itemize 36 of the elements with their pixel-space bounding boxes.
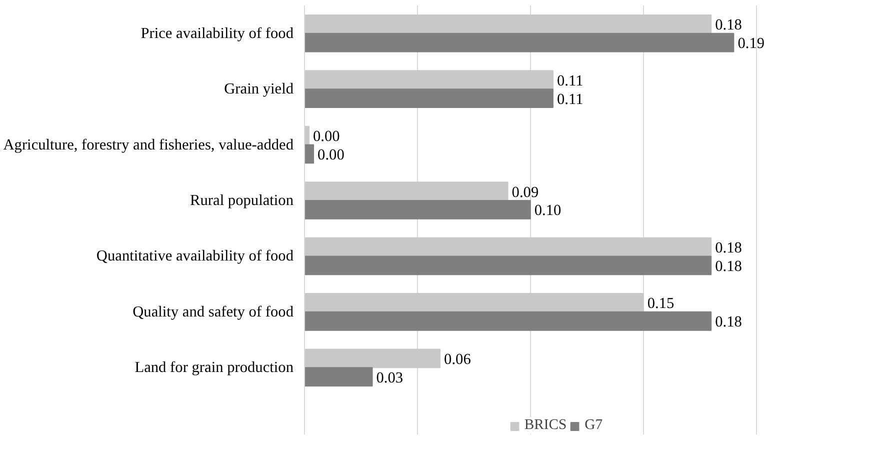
data-label: 0.19 [738,35,765,52]
y-tick-label: Quality and safety of food [132,303,294,320]
data-label: 0.10 [534,202,562,220]
data-label: 0.09 [512,184,539,201]
bar [304,182,508,201]
data-label: 0.18 [715,16,742,34]
bar [304,293,644,312]
y-tick-label: Land for grain production [134,359,294,376]
data-label: 0.11 [556,90,584,108]
data-label: 0.18 [715,240,742,257]
y-tick-label: Agriculture, forestry and fisheries, value-added [3,136,294,154]
bar [304,14,712,34]
data-label: 0.18 [715,258,742,275]
legend-label: BRICS [524,417,567,434]
y-tick-label: Price availability of food [140,24,294,42]
data-label: 0.06 [444,350,472,368]
bar [304,256,712,276]
data-label: 0.03 [376,369,404,386]
y-tick-label: Rural population [190,192,294,209]
legend-label: G7 [584,417,604,434]
data-label: 0.18 [715,314,742,331]
data-label: 0.11 [556,72,584,90]
data-label: 0.00 [313,128,340,146]
bar [304,32,734,52]
y-tick-label: Grain yield [224,80,294,98]
data-label: 0.15 [647,295,674,312]
bar [304,348,441,368]
bar [304,200,531,220]
data-label: 0.00 [318,146,345,164]
bar [304,311,712,331]
bar [304,367,373,387]
bar [304,70,554,90]
y-tick-label: Quantitative availability of food [96,248,294,265]
bar [304,144,314,164]
bar [304,88,554,108]
bar [304,237,712,257]
